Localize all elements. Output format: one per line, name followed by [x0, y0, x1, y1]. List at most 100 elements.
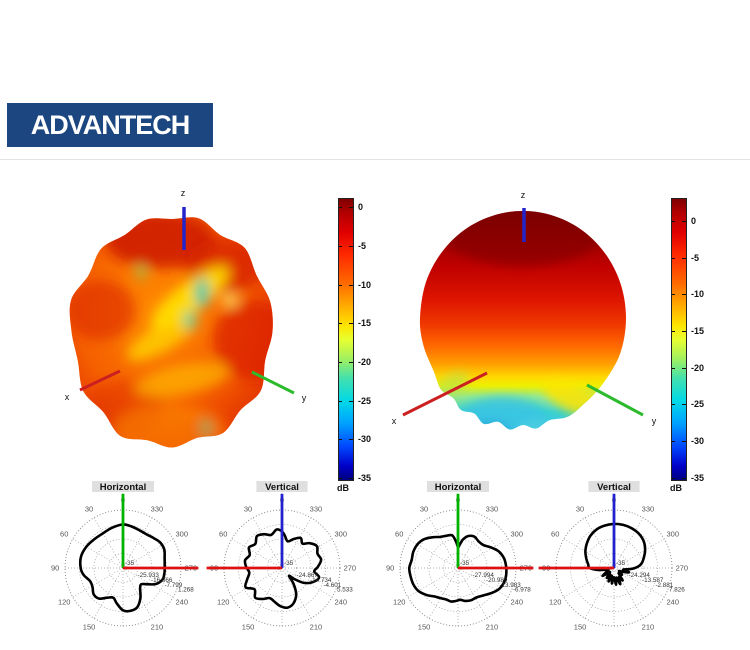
- colorbar-tick: [682, 221, 686, 222]
- polar-title-bg: [256, 481, 308, 492]
- radial-tick-label: -35: [460, 560, 470, 567]
- polar-grid-spoke: [457, 567, 488, 619]
- radial-tick-label: -13.983: [499, 582, 521, 589]
- polar-grid-spoke: [281, 567, 312, 619]
- colorbar-tick-label: -30: [358, 434, 372, 444]
- angle-tick-label: 90: [386, 564, 394, 573]
- colorbar-tick-label: -35: [691, 473, 705, 483]
- colorbar-tick-label: -15: [691, 326, 705, 336]
- radial-tick-label: 7.826: [669, 587, 685, 594]
- angle-tick-label: 240: [511, 597, 524, 606]
- polar-grid-spoke: [93, 517, 124, 569]
- polar-grid-spoke: [584, 517, 615, 569]
- colorbar-tick: [672, 441, 675, 442]
- polar-title: Vertical: [597, 482, 631, 493]
- angle-tick-label: 120: [549, 597, 562, 606]
- colorbar-tick-label: -20: [358, 357, 372, 367]
- radial-tick-label: -27.994: [472, 572, 494, 579]
- angle-tick-label: 90: [51, 564, 59, 573]
- radial-tick-label: -25.933: [137, 572, 159, 579]
- radial-tick-label: -2.881: [655, 582, 673, 589]
- y-axis-line: [586, 383, 644, 417]
- polar-plot-vertical-right: Vertical0306090120150210240270300330-35-…: [538, 481, 688, 631]
- polar-grid-spoke: [407, 567, 459, 598]
- colorbar-tick: [672, 221, 675, 222]
- radial-tick-label: -14.734: [310, 577, 332, 584]
- angle-tick-label: 210: [310, 622, 323, 631]
- colorbar-tick: [672, 258, 675, 259]
- angle-tick-label: 60: [219, 530, 227, 539]
- angle-tick-label: 210: [486, 622, 499, 631]
- angle-tick-label: 30: [420, 505, 428, 514]
- surface-plot-right: z x y: [392, 190, 657, 430]
- colorbar-tick: [339, 478, 342, 479]
- polar-title: Horizontal: [100, 482, 146, 493]
- radial-tick-label: -20.989: [486, 577, 508, 584]
- colorbar-tick: [682, 478, 686, 479]
- polar-plot-horizontal-left: Horizontal0306090120150210240270300330-3…: [51, 481, 199, 631]
- colorbar-tick: [349, 478, 353, 479]
- polar-title-bg: [588, 481, 640, 492]
- polar-grid-spoke: [231, 567, 283, 598]
- angle-tick-label: 60: [60, 530, 68, 539]
- colorbar-tick-label: -5: [358, 241, 367, 251]
- colorbar-tick: [672, 294, 675, 295]
- colorbar-tick: [349, 285, 353, 286]
- radial-tick-label: -16.866: [151, 577, 173, 584]
- y-axis-line: [251, 370, 295, 395]
- colorbar-right: 0 -5 -10 -15 -20 -25 -30 -35 dB: [670, 198, 704, 493]
- polar-grid-spoke: [457, 517, 488, 569]
- polar-grid-spoke: [122, 538, 174, 569]
- radial-tick-label: 5.533: [337, 587, 353, 594]
- polar-title-bg: [427, 481, 489, 492]
- radial-tick-label: -4.601: [323, 582, 341, 589]
- angle-tick-label: 150: [418, 622, 431, 631]
- colorbar-tick: [672, 331, 675, 332]
- angle-tick-label: 30: [576, 505, 584, 514]
- colorbar-tick: [672, 404, 675, 405]
- radial-tick-label: -13.587: [642, 577, 664, 584]
- radial-tick-label: 1.268: [178, 587, 194, 594]
- angle-tick-label: 330: [486, 505, 499, 514]
- colorbar-tick: [682, 404, 686, 405]
- radial-tick-label: -24.294: [628, 572, 650, 579]
- colorbar-tick: [349, 323, 353, 324]
- colorbar-tick: [349, 246, 353, 247]
- polar-grid-spoke: [428, 517, 459, 569]
- colorbar-tick: [339, 246, 342, 247]
- polar-grid-spoke: [563, 538, 615, 569]
- colorbar-tick: [339, 323, 342, 324]
- colorbar-tick-label: -30: [691, 436, 705, 446]
- angle-tick-label: 120: [217, 597, 230, 606]
- colorbar-tick: [672, 368, 675, 369]
- x-axis-line: [79, 369, 121, 392]
- colorbar-tick: [672, 478, 675, 479]
- polar-plot-horizontal-right: Horizontal0306090120150210240270300330-3…: [386, 481, 534, 631]
- radiation-pattern-curve: [78, 523, 167, 613]
- polar-grid-spoke: [457, 538, 509, 569]
- angle-tick-label: 300: [176, 530, 189, 539]
- radiation-pattern-curve: [243, 528, 323, 610]
- radial-tick-label: -24.867: [296, 572, 318, 579]
- angle-tick-label: 120: [58, 597, 71, 606]
- polar-plot-vertical-left: Vertical0306090120150210240270300330-35-…: [206, 481, 356, 631]
- polar-grid-spoke: [457, 567, 509, 598]
- angle-tick-label: 60: [395, 530, 403, 539]
- header-divider: [0, 159, 750, 160]
- angle-tick-label: 240: [335, 597, 348, 606]
- polar-grid-spoke: [122, 517, 153, 569]
- angle-tick-label: 150: [83, 622, 96, 631]
- polar-grid-spoke: [93, 567, 124, 619]
- colorbar-tick-label: -10: [691, 289, 705, 299]
- colorbar-tick: [339, 401, 342, 402]
- colorbar-tick: [339, 285, 342, 286]
- polar-title-bg: [92, 481, 154, 492]
- colorbar-tick-label: -35: [358, 473, 372, 483]
- colorbar-tick: [349, 207, 353, 208]
- colorbar-tick: [349, 439, 353, 440]
- colorbar-tick-label: 0: [691, 216, 697, 226]
- radial-tick-label: -6.978: [513, 587, 531, 594]
- colorbar-tick: [339, 207, 342, 208]
- colorbar-tick-label: 0: [358, 202, 364, 212]
- polar-grid-spoke: [613, 517, 644, 569]
